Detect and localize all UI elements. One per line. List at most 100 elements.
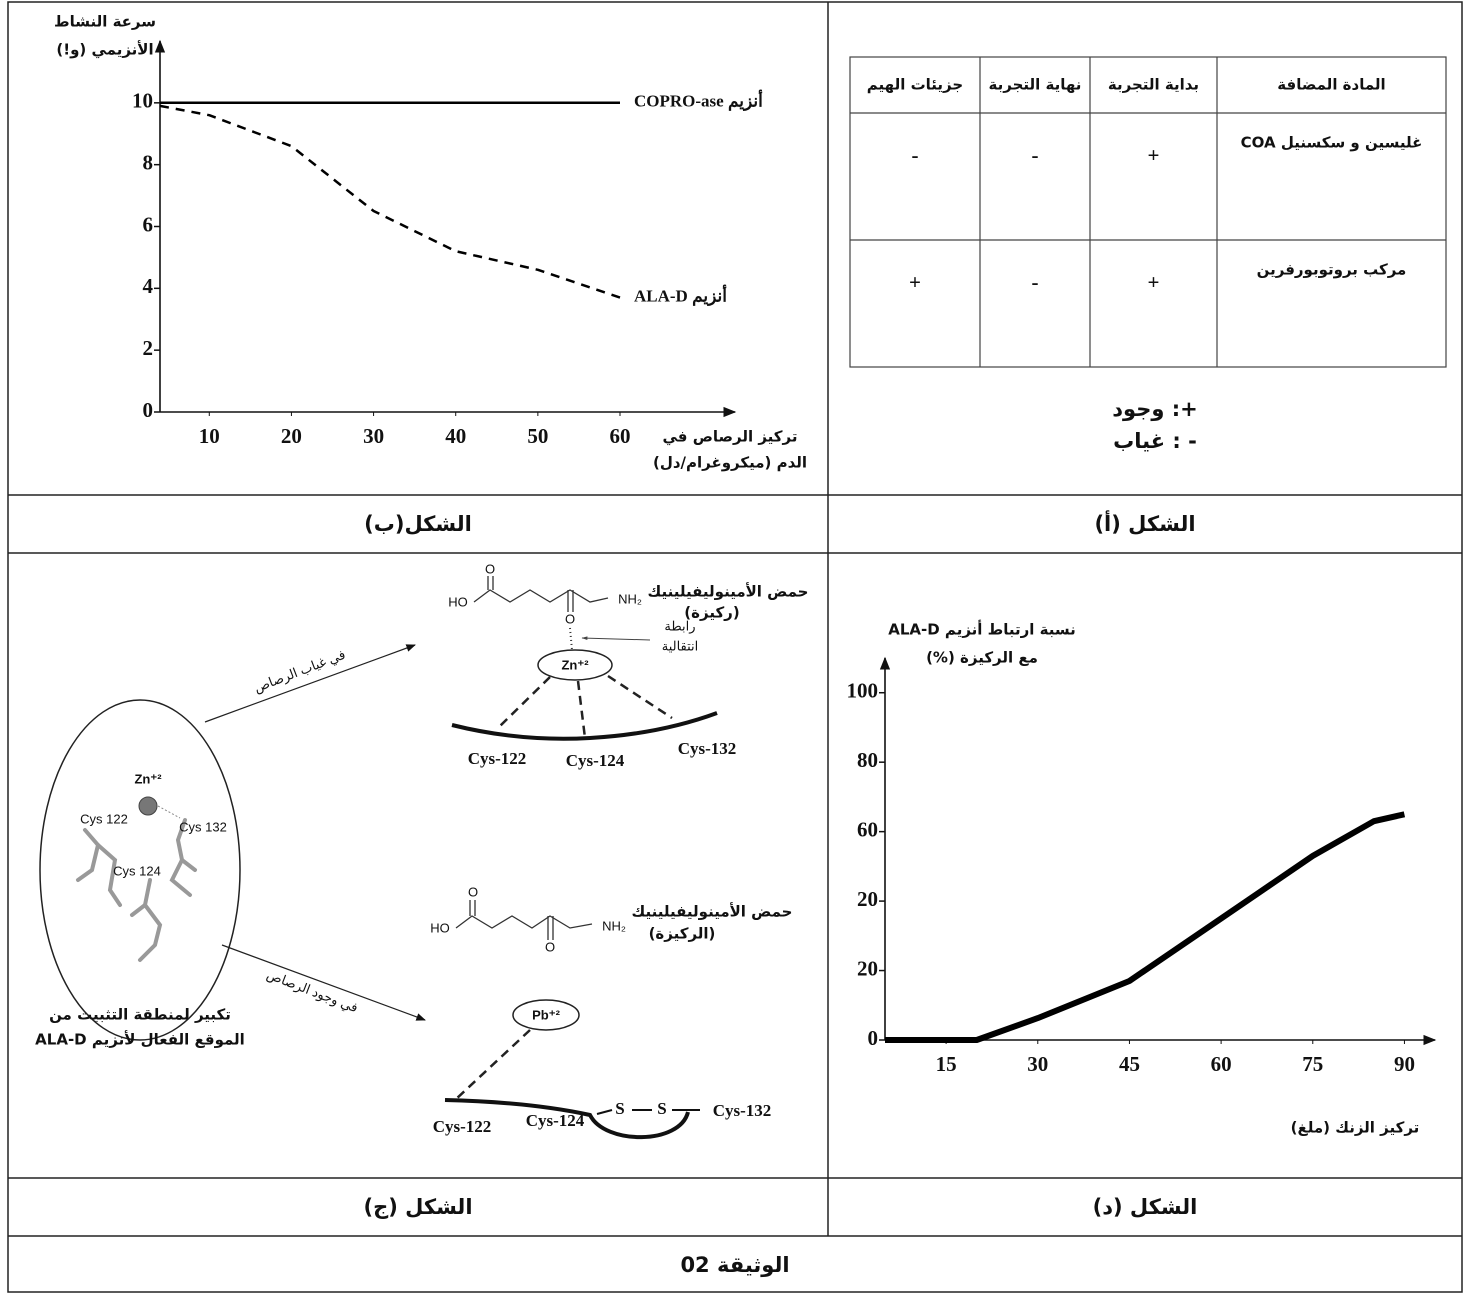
y-tick-label: 10: [132, 89, 153, 113]
y-tick-label: 0: [868, 1026, 879, 1050]
residue-label: Cys-122: [468, 749, 527, 768]
table-border: [850, 57, 1446, 367]
series-line: [885, 814, 1404, 1040]
y-tick-label: 20: [857, 956, 878, 980]
table-cell: مركب بروتوبورفرين: [1257, 261, 1407, 279]
metal-label: Pb⁺²: [532, 1007, 560, 1022]
y-tick-label: 100: [847, 679, 879, 703]
table-cell: غليسين و سكسنيل COA: [1241, 134, 1423, 152]
bond-label: رابطة: [664, 618, 695, 634]
body: { "chart_data": [ { "type": "line", "yla…: [0, 0, 1470, 1294]
y-tick-label: 2: [143, 336, 154, 360]
atom: O: [565, 611, 575, 626]
x-tick-label: 20: [281, 424, 302, 448]
x-tick-label: 45: [1119, 1052, 1140, 1076]
arrow-label: في وجود الرصاص: [264, 967, 360, 1017]
x-axis-label: الدم (ميكروغرام/دل): [653, 454, 807, 472]
atom: NH₂: [618, 591, 642, 606]
series-label: أنزيم COPRO-ase: [634, 89, 763, 112]
metal-ion: [139, 797, 157, 815]
x-tick-label: 15: [936, 1052, 957, 1076]
y-tick-label: 80: [857, 748, 878, 772]
page: Document html, body { margin: 0; padding…: [0, 0, 1470, 1294]
document-title: الوثيقة 02: [680, 1253, 789, 1277]
residue-label: Cys 124: [113, 863, 161, 878]
table-cell: +: [1148, 143, 1160, 167]
transition-bond: [570, 628, 572, 650]
table-header: جزيئات الهيم: [867, 76, 963, 94]
table-header: بداية التجربة: [1108, 76, 1199, 94]
sulfur-label: S: [615, 1099, 624, 1118]
residue-label: Cys-124: [526, 1111, 585, 1130]
residue-label: Cys-132: [678, 739, 737, 758]
table-cell: +: [909, 270, 921, 294]
coordination-lines: [500, 676, 672, 738]
series-label: أنزيم ALA-D: [634, 284, 727, 307]
outer-frame: [8, 2, 1462, 1292]
x-tick-label: 10: [199, 424, 220, 448]
x-tick-label: 30: [1027, 1052, 1048, 1076]
caption: الشكل (أ): [1094, 509, 1195, 536]
atom: O: [545, 939, 555, 954]
substrate-label: حمض الأمينوليفيلينيك: [648, 583, 809, 601]
atom: NH₂: [602, 918, 626, 933]
atom: HO: [430, 920, 450, 935]
caption: الشكل (د): [1093, 1195, 1198, 1219]
table-header: نهاية التجربة: [989, 76, 1082, 94]
table-cell: -: [1032, 270, 1039, 294]
coordination: [158, 806, 180, 818]
residue-label: Cys-122: [433, 1117, 492, 1136]
substrate-label: حمض الأمينوليفيلينيك: [632, 903, 793, 921]
arrow: [222, 945, 425, 1020]
y-tick-label: 60: [857, 817, 878, 841]
chain: [456, 916, 592, 928]
y-tick-label: 0: [143, 398, 154, 422]
series-line: [160, 106, 620, 298]
coordination: [455, 1030, 530, 1100]
x-tick-label: 40: [445, 424, 466, 448]
zoom-caption: تكبير لمنطقة التثبيت من: [49, 1006, 231, 1024]
y-tick-label: 6: [143, 212, 154, 236]
atom: O: [468, 884, 478, 899]
residue-label: Cys 132: [179, 819, 227, 834]
x-tick-label: 60: [1211, 1052, 1232, 1076]
x-tick-label: 50: [527, 424, 548, 448]
stick: [78, 830, 98, 880]
substrate-skeleton: [474, 576, 608, 612]
y-tick-label: 8: [143, 150, 154, 174]
x-tick-label: 30: [363, 424, 384, 448]
y-axis-label: مع الركيزة (%): [926, 649, 1038, 667]
table-cell: -: [1032, 143, 1039, 167]
residue-label: Cys-132: [713, 1101, 772, 1120]
document: الشكل(ب) الشكل (أ) الشكل (ج) الشكل (د) ا…: [0, 0, 1470, 1294]
pointer: [582, 638, 650, 640]
substrate-label: (الركيزة): [649, 925, 716, 943]
atom: HO: [448, 594, 468, 609]
metal-label: Zn⁺²: [561, 657, 589, 672]
atom: O: [485, 561, 495, 576]
y-axis-label: سرعة النشاط: [54, 13, 156, 31]
bond: [597, 1110, 612, 1114]
x-tick-label: 90: [1394, 1052, 1415, 1076]
y-tick-label: 20: [857, 887, 878, 911]
coordination: [578, 681, 585, 738]
y-tick-label: 4: [143, 274, 154, 298]
table-cell: +: [1148, 270, 1160, 294]
arrow: [205, 645, 415, 722]
bond-label: انتقالية: [662, 638, 699, 653]
table-header: المادة المضافة: [1277, 76, 1385, 94]
caption: الشكل(ب): [364, 512, 472, 536]
residue-sticks: [78, 820, 195, 960]
x-axis-label: تركيز الزنك (ملغ): [1291, 1119, 1420, 1137]
sulfur-label: S: [657, 1099, 666, 1118]
table-cell: -: [912, 143, 919, 167]
legend-entry: - : غياب: [1113, 429, 1197, 453]
coordination: [500, 677, 550, 726]
legend-entry: +: وجود: [1112, 397, 1197, 421]
metal-label: Zn⁺²: [134, 771, 162, 786]
arrow-label: في غياب الرصاص: [252, 647, 348, 697]
coordination: [608, 676, 672, 718]
y-axis-label: الأنزيمي (و!): [56, 41, 153, 59]
x-tick-label: 75: [1302, 1052, 1323, 1076]
x-axis-label: تركيز الرصاص في: [663, 428, 798, 446]
